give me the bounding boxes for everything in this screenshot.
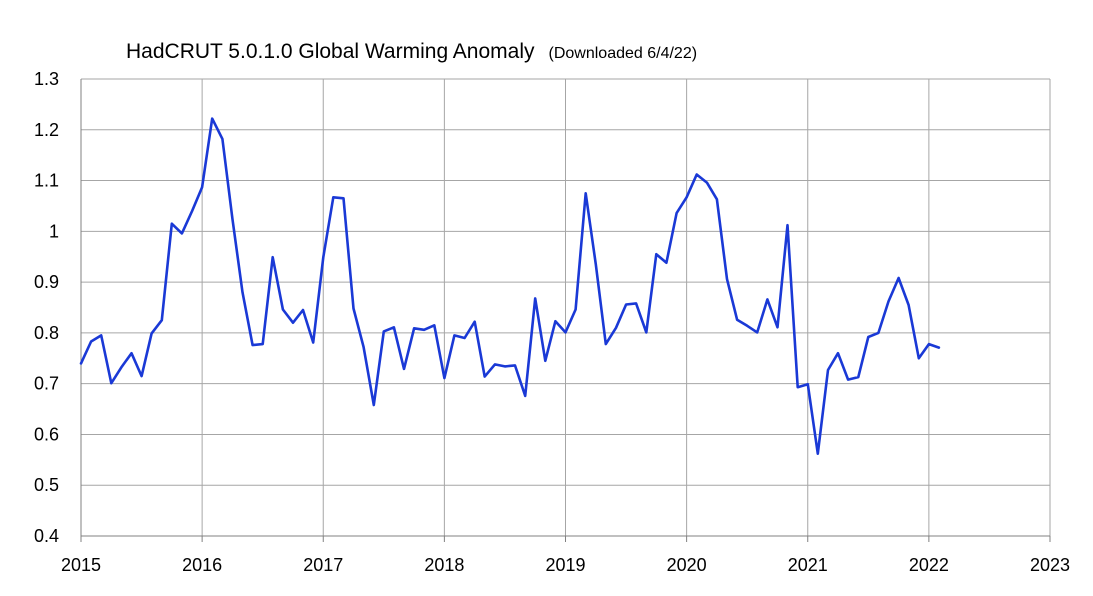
x-tick-label: 2020 <box>667 555 707 575</box>
x-tick-label: 2021 <box>788 555 828 575</box>
series-layer <box>79 117 941 456</box>
y-tick-label: 0.8 <box>34 323 59 343</box>
y-tick-label: 0.4 <box>34 526 59 546</box>
y-tick-label: 0.5 <box>34 475 59 495</box>
chart-title-main: HadCRUT 5.0.1.0 Global Warming Anomaly <box>126 40 535 63</box>
tick-labels: 0.4 0.5 0.6 0.7 0.8 0.9 1 1.1 1.2 1.3 2015 2016 2017… <box>34 69 1070 575</box>
y-tick-label: 0.9 <box>34 272 59 292</box>
y-tick-label: 1.2 <box>34 120 59 140</box>
x-tick-label: 2018 <box>424 555 464 575</box>
x-tick-label: 2015 <box>61 555 101 575</box>
x-tick-label: 2019 <box>545 555 585 575</box>
y-tick-label: 1 <box>49 221 59 241</box>
x-tick-label: 2022 <box>909 555 949 575</box>
x-tick-label: 2023 <box>1030 555 1070 575</box>
chart-title: HadCRUT 5.0.1.0 Global Warming Anomaly (D… <box>126 40 697 64</box>
gridlines <box>81 78 1051 536</box>
series-line <box>79 117 941 456</box>
chart-subtitle: (Downloaded 6/4/22) <box>548 45 698 62</box>
y-tick-label: 0.6 <box>34 424 59 444</box>
y-tick-label: 0.7 <box>34 374 59 394</box>
axes <box>80 79 1051 542</box>
y-tick-label: 1.1 <box>34 171 59 191</box>
x-tick-label: 2017 <box>303 555 343 575</box>
x-tick-label: 2016 <box>182 555 222 575</box>
y-tick-label: 1.3 <box>34 69 59 89</box>
